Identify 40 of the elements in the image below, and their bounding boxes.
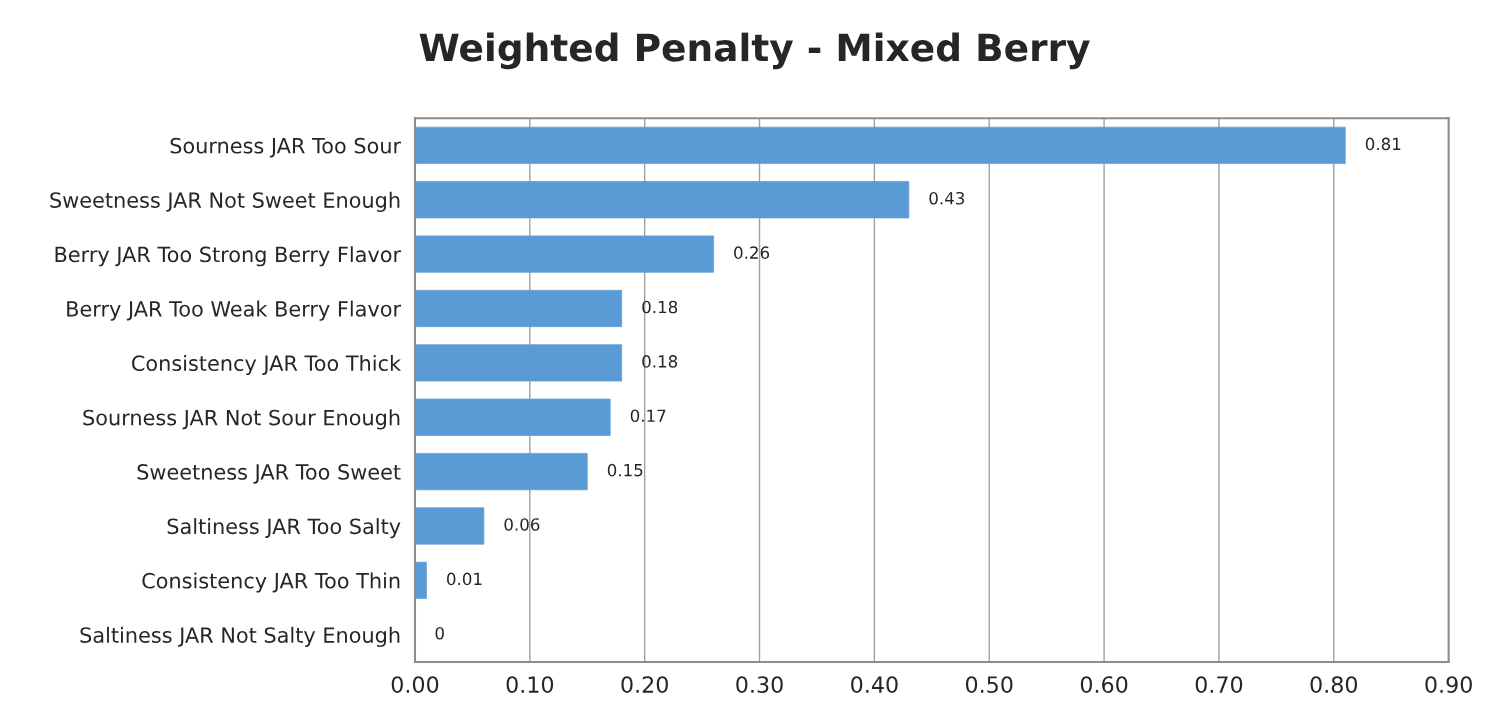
x-tick-label: 0.90 xyxy=(1425,676,1472,694)
y-tick-label: Consistency JAR Too Thin xyxy=(142,572,400,593)
bar xyxy=(414,289,623,328)
bar xyxy=(414,344,623,382)
x-tick-label: 0.40 xyxy=(851,676,898,694)
x-tick-label: 0.10 xyxy=(506,676,554,694)
data-label: 0.01 xyxy=(447,572,482,586)
x-tick-label: 0.30 xyxy=(736,676,783,694)
bar xyxy=(414,126,1346,164)
bar xyxy=(414,561,427,599)
x-tick-label: 0.20 xyxy=(621,676,668,694)
y-tick-label: Saltiness JAR Not Salty Enough xyxy=(80,626,400,647)
data-label: 0.18 xyxy=(642,355,678,368)
data-label: 0.17 xyxy=(630,409,666,423)
x-tick-label: 0.00 xyxy=(391,676,439,694)
bar xyxy=(414,235,714,273)
data-label: 0.26 xyxy=(734,246,770,259)
y-tick-label: Saltiness JAR Too Salty xyxy=(167,518,401,539)
data-label: 0.15 xyxy=(607,463,643,477)
y-tick-label: Berry JAR Too Weak Berry Flavor xyxy=(67,300,402,321)
data-label: 0.06 xyxy=(504,518,540,531)
y-tick-label: Consistency JAR Too Thick xyxy=(132,354,402,376)
y-tick-label: Sourness JAR Too Sour xyxy=(170,137,402,158)
data-label: 0.81 xyxy=(1365,137,1401,151)
x-tick-label: 0.60 xyxy=(1080,676,1128,694)
bar xyxy=(414,453,588,491)
y-tick-label: Berry JAR Too Strong Berry Flavor xyxy=(55,246,402,267)
y-tick-label: Sweetness JAR Too Sweet xyxy=(137,464,401,484)
y-tick-label: Sourness JAR Not Sour Enough xyxy=(83,409,400,430)
x-tick-label: 0.70 xyxy=(1195,676,1243,694)
chart-title: Weighted Penalty - Mixed Berry xyxy=(419,32,1090,70)
bar xyxy=(414,398,611,436)
x-tick-label: 0.50 xyxy=(965,676,1013,694)
x-tick-label: 0.80 xyxy=(1310,676,1358,694)
data-label: 0 xyxy=(435,626,444,640)
data-label: 0.18 xyxy=(642,300,678,314)
y-tick-label: Sweetness JAR Not Sweet Enough xyxy=(50,191,400,212)
data-label: 0.43 xyxy=(929,191,965,205)
bar xyxy=(414,181,910,219)
bar xyxy=(414,507,485,545)
